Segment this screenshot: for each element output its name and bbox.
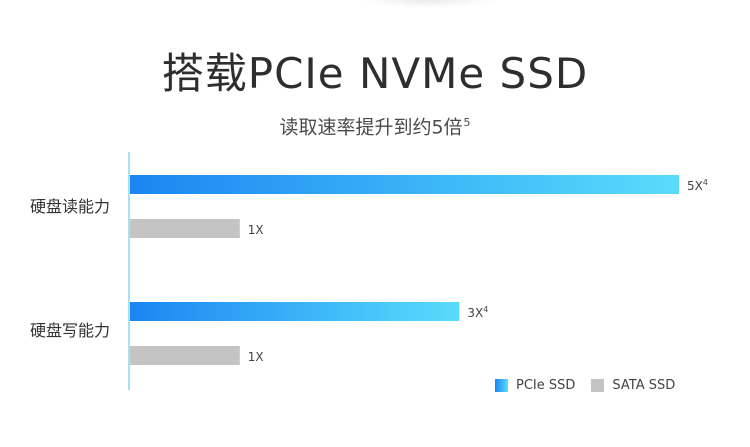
data-label-pcie-read: 5X4 [687,178,708,193]
data-label-sata-write: 1X [248,350,264,364]
category-label-write: 硬盘写能力 [30,321,111,340]
subtitle-footnote: 5 [463,116,471,129]
subtitle-text: 读取速率提升到约5倍 [279,116,463,139]
category-label-read: 硬盘读能力 [30,197,111,216]
bar-sata-write [130,346,240,365]
bar-sata-read [130,219,240,238]
page-subtitle: 读取速率提升到约5倍5 [0,110,750,140]
top-shadow [360,0,500,8]
legend-label-sata: SATA SSD [612,378,676,393]
legend-item-pcie: PCIe SSD [495,378,575,393]
page-title: 搭载PCIe NVMe SSD [161,49,589,98]
legend-swatch-sata [591,379,605,392]
chart-legend: PCIe SSD SATA SSD [495,378,691,393]
bar-pcie-read [130,175,679,194]
data-label-sata-read: 1X [248,223,264,237]
legend-item-sata: SATA SSD [591,378,675,393]
data-label-pcie-write: 3X4 [467,305,488,320]
bar-pcie-write [130,302,460,321]
legend-swatch-pcie [495,379,508,392]
legend-label-pcie: PCIe SSD [516,378,576,393]
